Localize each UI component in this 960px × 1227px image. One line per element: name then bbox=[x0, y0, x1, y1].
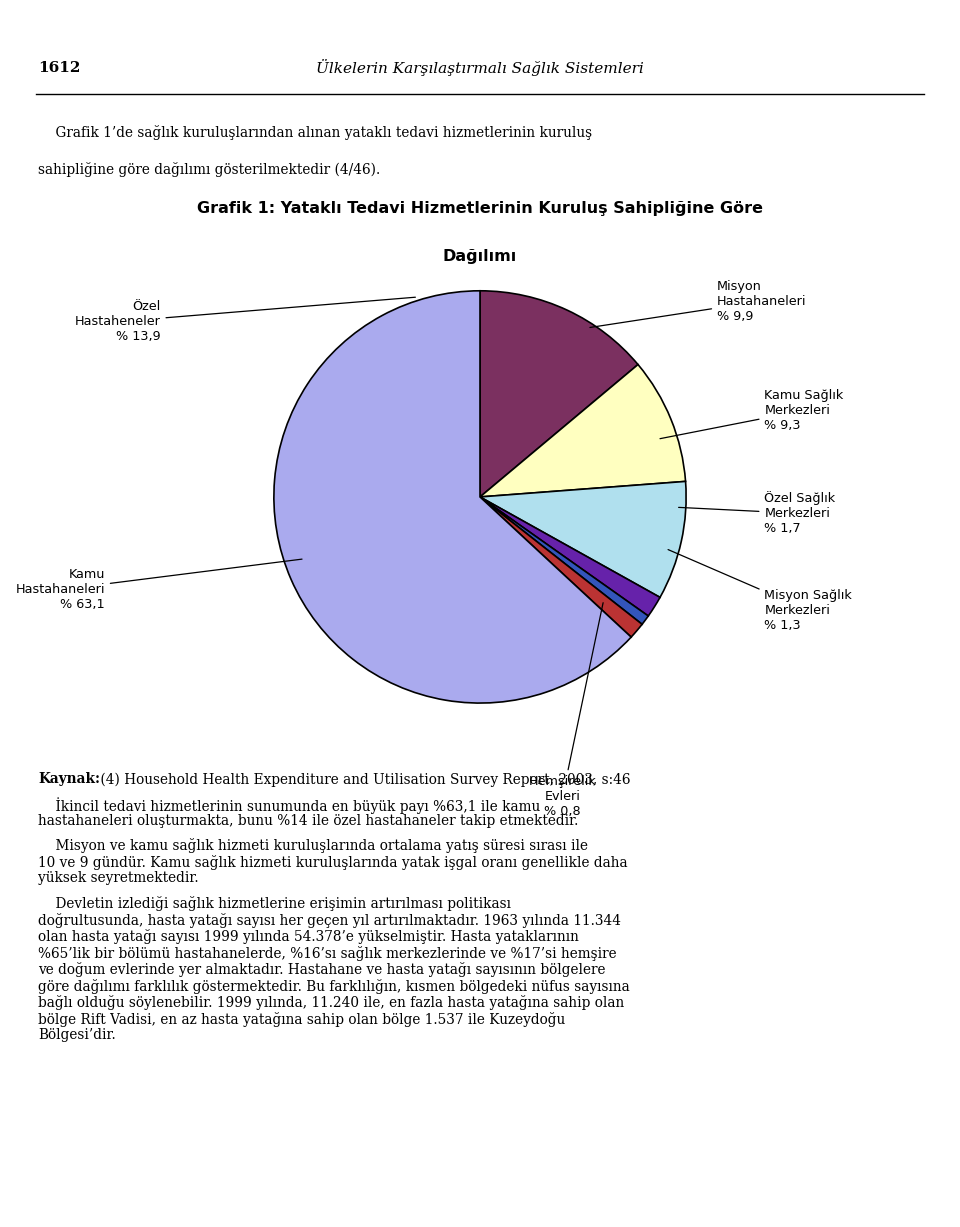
Text: (4) Household Health Expenditure and Utilisation Survey Report, 2003, s:46: (4) Household Health Expenditure and Uti… bbox=[96, 773, 631, 787]
Wedge shape bbox=[480, 497, 642, 637]
Wedge shape bbox=[480, 481, 686, 598]
Wedge shape bbox=[480, 364, 685, 497]
Text: Grafik 1’de sağlık kuruluşlarından alınan yataklı tedavi hizmetlerinin kuruluş: Grafik 1’de sağlık kuruluşlarından alına… bbox=[38, 125, 592, 140]
Text: Devletin izlediği sağlık hizmetlerine erişimin artırılması politikası: Devletin izlediği sağlık hizmetlerine er… bbox=[38, 896, 511, 912]
Wedge shape bbox=[480, 497, 660, 616]
Text: Kaynak:: Kaynak: bbox=[38, 773, 100, 787]
Text: Özel
Hastaheneler
% 13,9: Özel Hastaheneler % 13,9 bbox=[75, 297, 416, 344]
Text: doğrultusunda, hasta yatağı sayısı her geçen yıl artırılmaktadır. 1963 yılında 1: doğrultusunda, hasta yatağı sayısı her g… bbox=[38, 913, 621, 928]
Text: Dağılımı: Dağılımı bbox=[443, 249, 517, 264]
Text: Kamu
Hastahaneleri
% 63,1: Kamu Hastahaneleri % 63,1 bbox=[15, 560, 302, 611]
Text: Bölgesi’dir.: Bölgesi’dir. bbox=[38, 1028, 116, 1042]
Text: göre dağılımı farklılık göstermektedir. Bu farklılığın, kısmen bölgedeki nüfus s: göre dağılımı farklılık göstermektedir. … bbox=[38, 979, 630, 994]
Text: ve doğum evlerinde yer almaktadır. Hastahane ve hasta yatağı sayısının bölgelere: ve doğum evlerinde yer almaktadır. Hasta… bbox=[38, 962, 606, 977]
Wedge shape bbox=[480, 497, 648, 625]
Wedge shape bbox=[274, 291, 631, 703]
Text: hastahaneleri oluşturmakta, bunu %14 ile özel hastahaneler takip etmektedir.: hastahaneleri oluşturmakta, bunu %14 ile… bbox=[38, 814, 578, 828]
Text: Misyon
Hastahaneleri
% 9,9: Misyon Hastahaneleri % 9,9 bbox=[590, 280, 806, 328]
Text: Özel Sağlık
Merkezleri
% 1,7: Özel Sağlık Merkezleri % 1,7 bbox=[679, 492, 835, 535]
Text: %65’lik bir bölümü hastahanelerde, %16’sı sağlık merkezlerinde ve %17’si hemşire: %65’lik bir bölümü hastahanelerde, %16’s… bbox=[38, 946, 616, 961]
Text: Ülkelerin Karşılaştırmalı Sağlık Sistemleri: Ülkelerin Karşılaştırmalı Sağlık Sisteml… bbox=[316, 59, 644, 76]
Text: 10 ve 9 gündür. Kamu sağlık hizmeti kuruluşlarında yatak işgal oranı genellikle : 10 ve 9 gündür. Kamu sağlık hizmeti kuru… bbox=[38, 855, 628, 870]
Text: Misyon ve kamu sağlık hizmeti kuruluşlarında ortalama yatış süresi sırası ile: Misyon ve kamu sağlık hizmeti kuruluşlar… bbox=[38, 838, 588, 854]
Text: Misyon Sağlık
Merkezleri
% 1,3: Misyon Sağlık Merkezleri % 1,3 bbox=[668, 550, 852, 632]
Text: Kamu Sağlık
Merkezleri
% 9,3: Kamu Sağlık Merkezleri % 9,3 bbox=[660, 389, 844, 439]
Text: bölge Rift Vadisi, en az hasta yatağına sahip olan bölge 1.537 ile Kuzeydoğu: bölge Rift Vadisi, en az hasta yatağına … bbox=[38, 1011, 565, 1027]
Text: Hemşirelik
Evleri
% 0,8: Hemşirelik Evleri % 0,8 bbox=[529, 602, 603, 818]
Text: sahipliğine göre dağılımı gösterilmektedir (4/46).: sahipliğine göre dağılımı gösterilmekted… bbox=[38, 162, 380, 177]
Text: olan hasta yatağı sayısı 1999 yılında 54.378’e yükselmiştir. Hasta yataklarının: olan hasta yatağı sayısı 1999 yılında 54… bbox=[38, 929, 579, 944]
Text: bağlı olduğu söylenebilir. 1999 yılında, 11.240 ile, en fazla hasta yatağına sah: bağlı olduğu söylenebilir. 1999 yılında,… bbox=[38, 995, 624, 1010]
Wedge shape bbox=[480, 291, 638, 497]
Text: Grafik 1: Yataklı Tedavi Hizmetlerinin Kuruluş Sahipliğine Göre: Grafik 1: Yataklı Tedavi Hizmetlerinin K… bbox=[197, 201, 763, 216]
Text: yüksek seyretmektedir.: yüksek seyretmektedir. bbox=[38, 871, 199, 886]
Text: 1612: 1612 bbox=[38, 61, 81, 75]
Text: İkincil tedavi hizmetlerinin sunumunda en büyük payı %63,1 ile kamu: İkincil tedavi hizmetlerinin sunumunda e… bbox=[38, 798, 540, 814]
